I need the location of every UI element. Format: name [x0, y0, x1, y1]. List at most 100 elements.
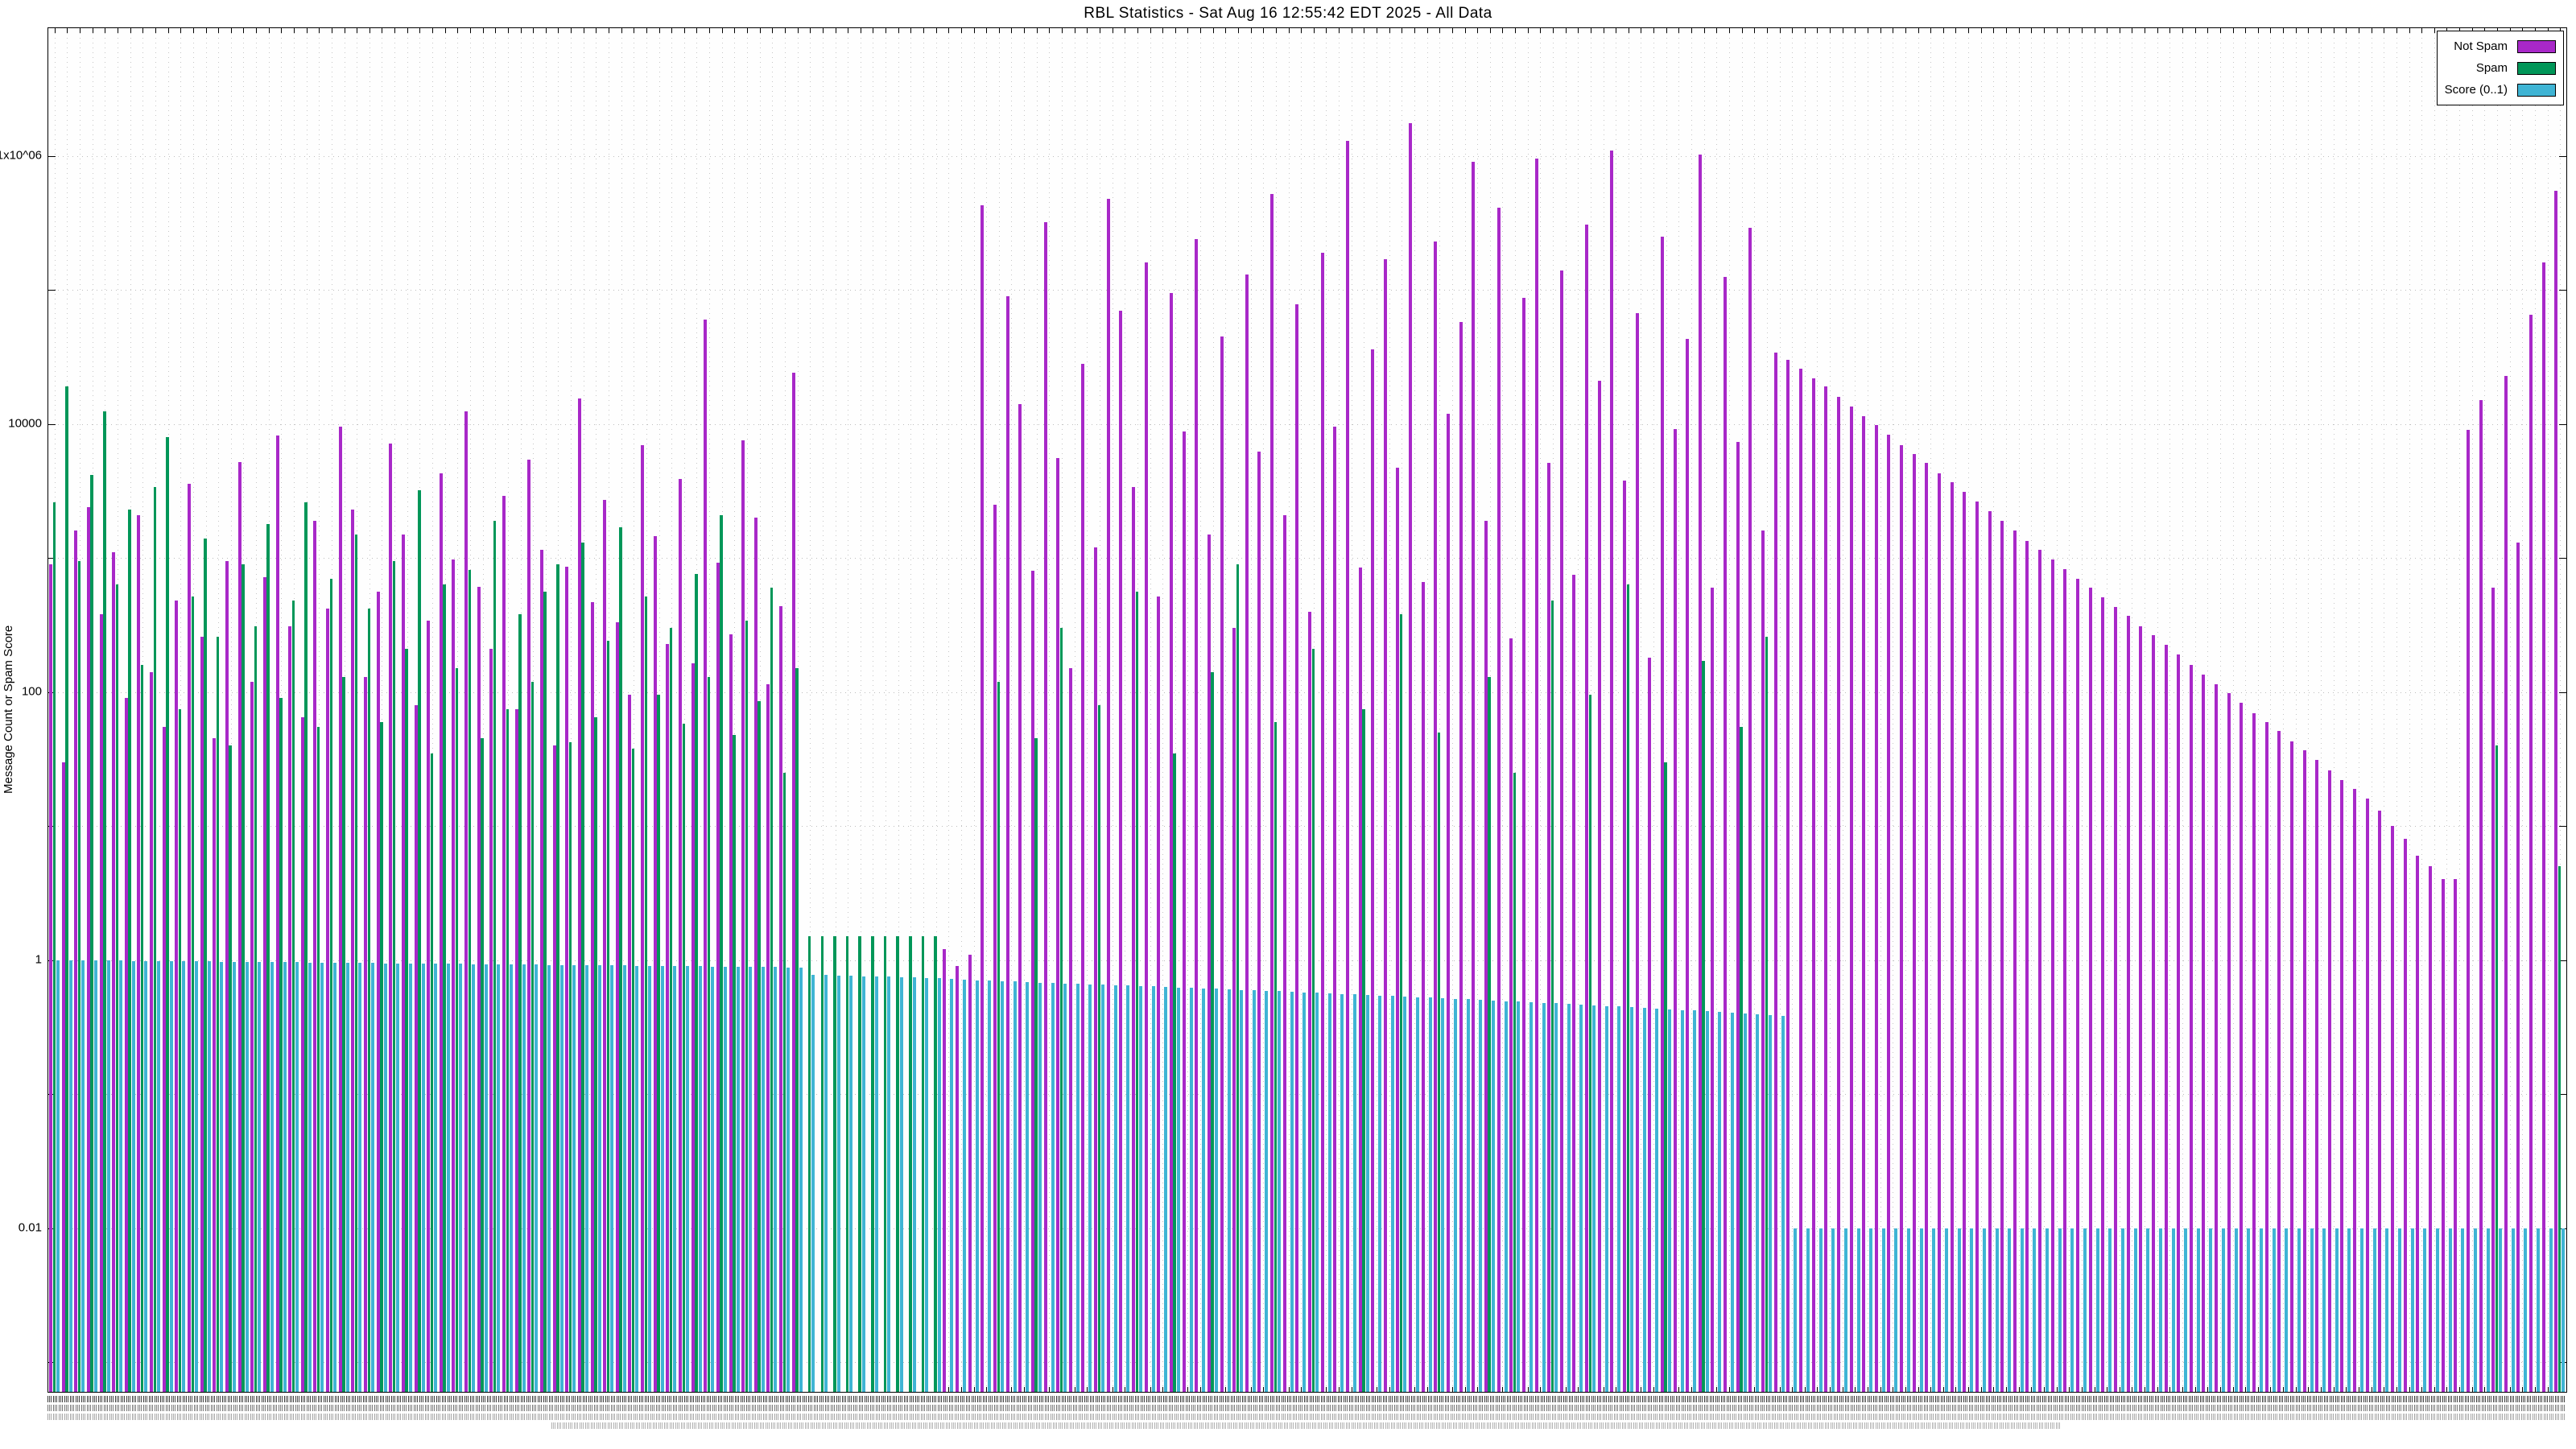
bar-score-0-1	[1126, 985, 1130, 1392]
bar-score-0-1	[937, 978, 941, 1392]
bar-score-0-1	[975, 980, 979, 1392]
bar-not-spam	[1963, 492, 1967, 1392]
bar-not-spam	[262, 577, 266, 1392]
vertical-gridline	[230, 28, 232, 1392]
vertical-gridline	[1880, 28, 1881, 1392]
x-tick-mark	[167, 28, 169, 33]
x-tick-mark	[218, 28, 220, 33]
bar-score-0-1	[2322, 1228, 2326, 1392]
bar-spam	[455, 668, 459, 1392]
bar-score-0-1	[68, 960, 72, 1392]
vertical-gridline	[910, 28, 912, 1392]
vertical-gridline	[1174, 28, 1176, 1392]
bar-score-0-1	[584, 965, 588, 1392]
bar-score-0-1	[2385, 1228, 2389, 1392]
x-tick-mark	[1880, 1387, 1881, 1392]
vertical-gridline	[2409, 28, 2410, 1392]
vertical-gridline	[2081, 28, 2083, 1392]
bar-not-spam	[1245, 275, 1249, 1392]
bar-not-spam	[464, 411, 469, 1392]
bar-score-0-1	[1517, 1001, 1521, 1392]
x-tick-mark	[973, 28, 975, 33]
bar-score-0-1	[1013, 981, 1017, 1392]
vertical-gridline	[1162, 28, 1164, 1392]
bar-score-0-1	[93, 960, 97, 1392]
bar-not-spam	[2466, 430, 2470, 1392]
vertical-gridline	[1225, 28, 1227, 1392]
x-tick-mark	[2346, 28, 2347, 33]
bar-not-spam	[1094, 547, 1098, 1392]
bar-score-0-1	[1554, 1003, 1558, 1392]
x-tick-mark	[1653, 28, 1655, 33]
x-tick-mark	[256, 28, 258, 33]
bar-score-0-1	[1164, 987, 1168, 1392]
x-tick-mark	[2182, 1387, 2183, 1392]
bar-score-0-1	[1693, 1010, 1697, 1392]
bar-not-spam	[1434, 242, 1438, 1392]
vertical-gridline	[2219, 28, 2221, 1392]
x-labels-row	[47, 1405, 2566, 1411]
bar-not-spam	[2189, 664, 2193, 1392]
bar-score-0-1	[1869, 1228, 1873, 1392]
vertical-gridline	[2522, 28, 2524, 1392]
vertical-gridline	[935, 28, 937, 1392]
bar-score-0-1	[169, 960, 173, 1392]
bar-score-0-1	[2033, 1228, 2037, 1392]
bar-not-spam	[1043, 222, 1047, 1392]
x-tick-mark	[1326, 1387, 1327, 1392]
bar-spam	[1765, 636, 1769, 1392]
x-tick-mark	[2257, 1387, 2259, 1392]
x-tick-mark	[1578, 28, 1579, 33]
bar-score-0-1	[1290, 992, 1294, 1392]
bar-spam	[52, 502, 56, 1392]
bar-score-0-1	[648, 965, 652, 1392]
bar-score-0-1	[1705, 1011, 1709, 1392]
bar-score-0-1	[371, 963, 374, 1392]
vertical-gridline	[2496, 28, 2498, 1392]
x-tick-mark	[230, 28, 232, 33]
x-tick-mark	[1754, 28, 1756, 33]
bar-score-0-1	[1567, 1004, 1571, 1392]
x-tick-mark	[1162, 28, 1164, 33]
bar-not-spam	[288, 625, 292, 1392]
bar-not-spam	[2302, 749, 2306, 1392]
vertical-gridline	[596, 28, 597, 1392]
vertical-gridline	[1275, 28, 1277, 1392]
horizontal-gridline	[48, 290, 2566, 291]
bar-spam	[1236, 564, 1240, 1392]
bar-not-spam	[968, 954, 972, 1392]
x-tick-mark	[1728, 1387, 1730, 1392]
bar-spam	[1488, 676, 1491, 1392]
bar-not-spam	[1711, 588, 1715, 1392]
vertical-gridline	[1339, 28, 1340, 1392]
bar-spam	[90, 474, 93, 1392]
bar-not-spam	[237, 462, 242, 1392]
bar-score-0-1	[610, 965, 614, 1392]
bar-spam	[909, 936, 912, 1392]
bar-not-spam	[2428, 866, 2432, 1392]
bar-spam	[707, 676, 711, 1392]
vertical-gridline	[1087, 28, 1088, 1392]
x-tick-mark	[1426, 28, 1428, 33]
bar-score-0-1	[258, 962, 262, 1392]
bar-score-0-1	[245, 961, 249, 1392]
bar-score-0-1	[220, 961, 224, 1392]
bar-score-0-1	[1843, 1228, 1847, 1392]
vertical-gridline	[1754, 28, 1756, 1392]
x-tick-mark	[1980, 1387, 1982, 1392]
x-tick-mark	[2257, 28, 2259, 33]
bar-score-0-1	[635, 965, 639, 1392]
x-tick-mark	[1527, 1387, 1529, 1392]
bar-not-spam	[1484, 520, 1488, 1392]
bar-spam	[594, 716, 597, 1392]
y-tick-label: 0.01	[18, 1220, 42, 1235]
bar-score-0-1	[2410, 1228, 2414, 1392]
x-tick-mark	[571, 28, 572, 33]
bar-spam	[405, 649, 408, 1392]
vertical-gridline	[2321, 28, 2322, 1392]
vertical-gridline	[2245, 28, 2247, 1392]
bar-score-0-1	[1441, 997, 1445, 1392]
x-tick-mark	[1339, 28, 1340, 33]
bar-score-0-1	[434, 964, 438, 1392]
x-tick-mark	[1716, 1387, 1718, 1392]
